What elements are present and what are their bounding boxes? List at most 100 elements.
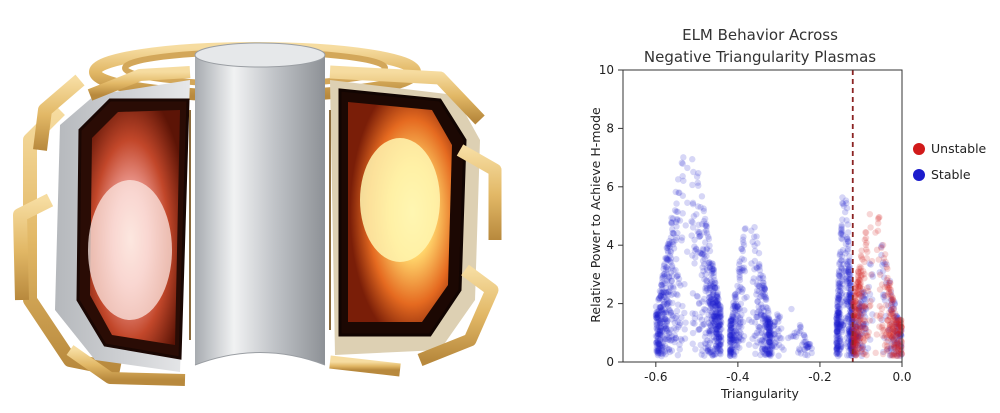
stable-point: [768, 328, 775, 335]
stable-point: [665, 303, 672, 310]
unstable-point: [856, 336, 863, 344]
stable-point: [839, 199, 846, 207]
stable-point: [791, 329, 798, 337]
stable-point: [898, 332, 905, 339]
stable-point: [737, 316, 744, 323]
stable-point: [732, 300, 740, 307]
stable-point: [761, 286, 769, 293]
unstable-point: [895, 347, 902, 354]
stable-point: [676, 341, 683, 348]
stable-point: [664, 241, 672, 248]
stable-point: [834, 352, 842, 360]
stable-point: [773, 343, 780, 350]
stable-point: [838, 222, 845, 229]
stable-point: [657, 303, 664, 311]
stable-point: [715, 323, 722, 330]
stable-point: [765, 339, 772, 346]
stable-point: [833, 334, 840, 341]
stable-point: [717, 350, 724, 358]
stable-point: [755, 262, 763, 269]
stable-point: [848, 326, 855, 333]
stable-point: [836, 335, 843, 343]
stable-point: [740, 241, 748, 249]
stable-point: [697, 232, 704, 239]
stable-point: [799, 341, 806, 348]
unstable-point: [895, 350, 903, 358]
stable-point: [716, 350, 723, 357]
stable-point: [765, 325, 772, 332]
unstable-point: [860, 290, 867, 297]
legend-label-stable: Stable: [931, 167, 971, 182]
stable-point: [703, 227, 710, 234]
stable-point: [709, 260, 716, 268]
stable-point: [800, 338, 807, 346]
stable-point: [701, 333, 709, 340]
unstable-point: [877, 271, 884, 278]
stable-point: [857, 323, 864, 330]
unstable-point: [898, 342, 905, 350]
stable-point: [844, 277, 852, 285]
stable-point: [835, 277, 842, 285]
stable-point: [756, 337, 764, 344]
stable-point: [713, 329, 720, 336]
unstable-point: [896, 330, 903, 337]
unstable-point: [878, 324, 886, 331]
stable-point: [657, 281, 665, 289]
stable-point: [710, 280, 718, 288]
stable-point: [678, 234, 686, 241]
stable-point: [681, 326, 688, 333]
stable-point: [856, 303, 863, 310]
stable-point: [886, 326, 894, 333]
stable-point: [837, 318, 844, 326]
stable-point: [762, 346, 769, 353]
stable-point: [695, 326, 702, 334]
stable-point: [689, 329, 697, 337]
stable-point: [833, 336, 840, 344]
stable-point: [711, 296, 719, 304]
stable-point: [766, 326, 773, 333]
stable-point: [846, 329, 853, 337]
stable-point: [673, 307, 681, 315]
stable-point: [844, 229, 852, 236]
stable-point: [736, 333, 743, 341]
stable-point: [703, 282, 710, 289]
stable-point: [852, 351, 859, 359]
stable-point: [652, 312, 660, 319]
stable-point: [854, 335, 861, 342]
stable-point: [716, 335, 723, 342]
stable-point: [654, 351, 662, 359]
stable-point: [894, 352, 901, 359]
stable-point: [764, 318, 772, 325]
stable-point: [653, 325, 660, 332]
stable-point: [845, 325, 852, 333]
stable-point: [714, 309, 721, 316]
stable-point: [835, 281, 842, 288]
stable-point: [726, 337, 734, 345]
stable-point: [839, 319, 846, 326]
stable-point: [706, 298, 713, 305]
stable-point: [840, 261, 847, 268]
unstable-point: [857, 317, 864, 324]
stable-point: [662, 322, 670, 329]
stable-point: [697, 204, 704, 211]
stable-point: [653, 333, 661, 340]
stable-point: [860, 295, 868, 302]
stable-point: [707, 281, 714, 289]
stable-point: [836, 269, 843, 276]
stable-point: [730, 337, 738, 344]
stable-point: [726, 318, 734, 325]
stable-point: [881, 334, 888, 341]
stable-point: [652, 303, 660, 310]
stable-point: [771, 331, 779, 338]
stable-point: [689, 310, 696, 317]
stable-point: [738, 285, 745, 292]
stable-point: [706, 307, 714, 314]
stable-point: [766, 342, 773, 349]
stable-point: [705, 311, 712, 318]
stable-point: [674, 301, 682, 308]
unstable-point: [889, 352, 896, 359]
stable-point: [669, 283, 677, 290]
stable-point: [727, 317, 735, 325]
stable-point: [845, 266, 853, 273]
stable-point: [836, 351, 843, 358]
